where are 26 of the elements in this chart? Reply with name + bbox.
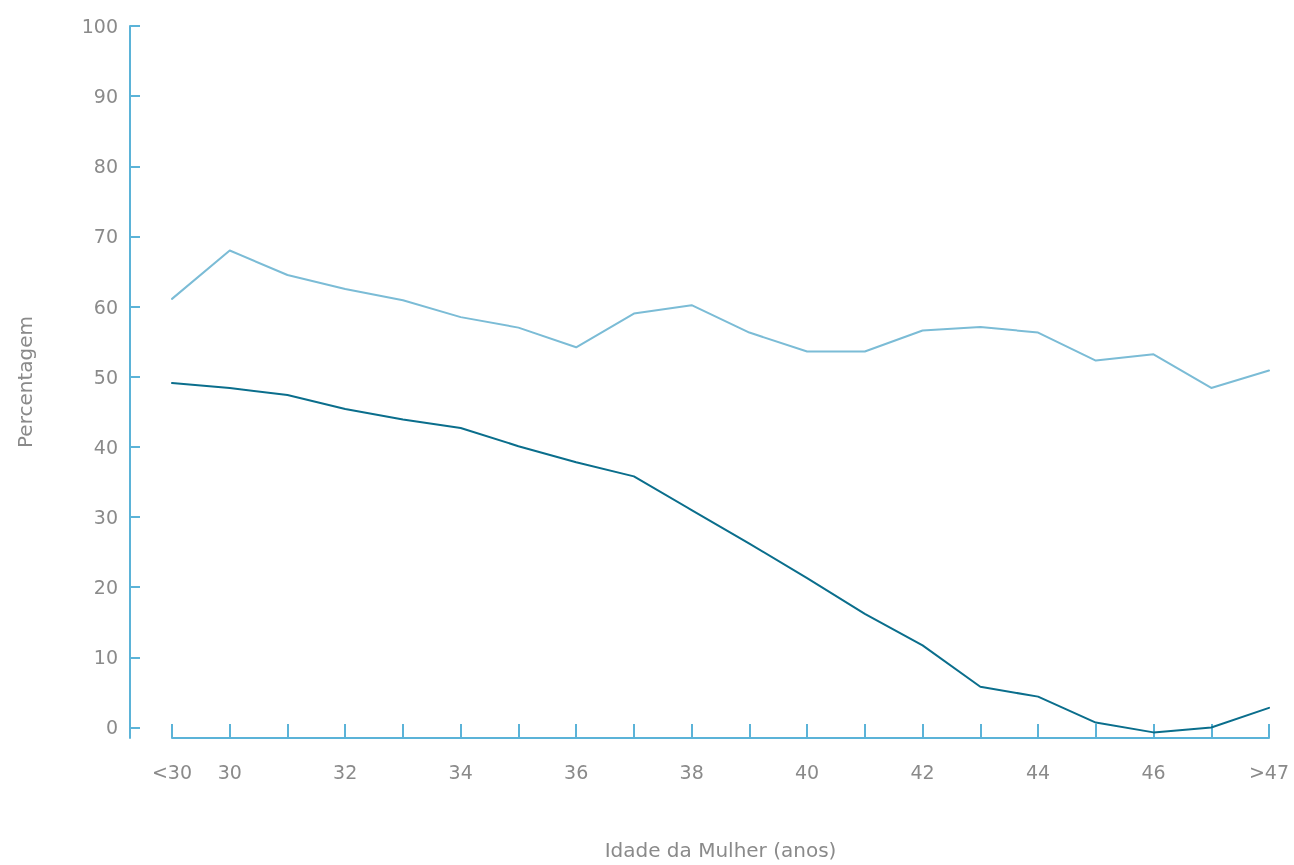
y-tick-label: 10 — [93, 646, 118, 669]
x-tick-label: 46 — [1141, 760, 1166, 783]
x-tick-label: <30 — [151, 760, 193, 783]
x-tick-label: 34 — [448, 760, 473, 783]
line-series — [171, 249, 1270, 389]
x-tick-label: 30 — [217, 760, 242, 783]
x-tick-label: 42 — [910, 760, 935, 783]
x-axis-title: Idade da Mulher (anos) — [604, 838, 837, 862]
x-tick-label: >47 — [1248, 760, 1290, 783]
y-tick-label: 60 — [93, 295, 118, 318]
y-tick-label: 0 — [105, 716, 118, 739]
y-tick-label: 100 — [81, 15, 118, 37]
y-tick-label: 70 — [93, 225, 118, 248]
line-series — [171, 382, 1270, 734]
y-tick-label: 30 — [93, 506, 118, 529]
y-axis-title: Percentagem — [13, 316, 37, 448]
x-tick-label: 32 — [333, 760, 358, 783]
x-tick-label: 36 — [564, 760, 589, 783]
y-tick-label: 50 — [93, 365, 118, 388]
y-tick-label: 20 — [93, 576, 118, 599]
y-tick-label: 90 — [93, 85, 118, 108]
x-tick-label: 38 — [679, 760, 704, 783]
y-tick-label: 80 — [93, 155, 118, 178]
x-tick-label: 44 — [1025, 760, 1051, 783]
x-tick-label: 40 — [795, 760, 820, 783]
y-tick-label: 40 — [93, 435, 118, 458]
